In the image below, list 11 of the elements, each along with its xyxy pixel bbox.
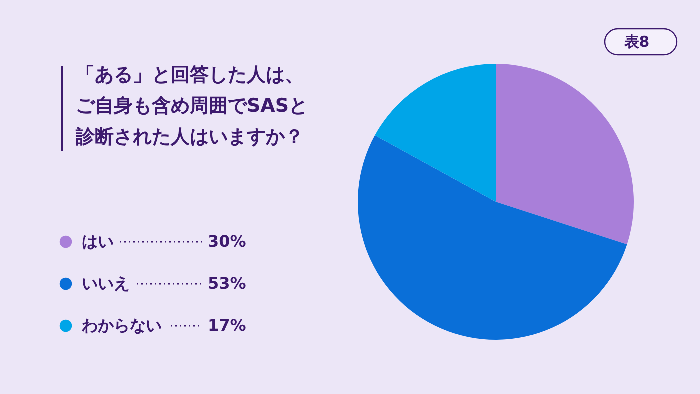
- pie-slice: [358, 136, 628, 340]
- pie-slice: [375, 64, 496, 202]
- data-label: 53%: [208, 274, 246, 293]
- text: 表8: [623, 33, 650, 51]
- legend-label: はい: [82, 232, 114, 251]
- text: 「ある」と回答した人は、ご自身も含め周囲でSASと診断された人はいますか？: [75, 64, 308, 148]
- pie-slice: [496, 64, 634, 245]
- data-label: 17%: [208, 316, 246, 335]
- data-label: 30%: [208, 232, 246, 251]
- legend-label: わからない: [81, 316, 162, 335]
- legend-label: いいえ: [82, 274, 130, 293]
